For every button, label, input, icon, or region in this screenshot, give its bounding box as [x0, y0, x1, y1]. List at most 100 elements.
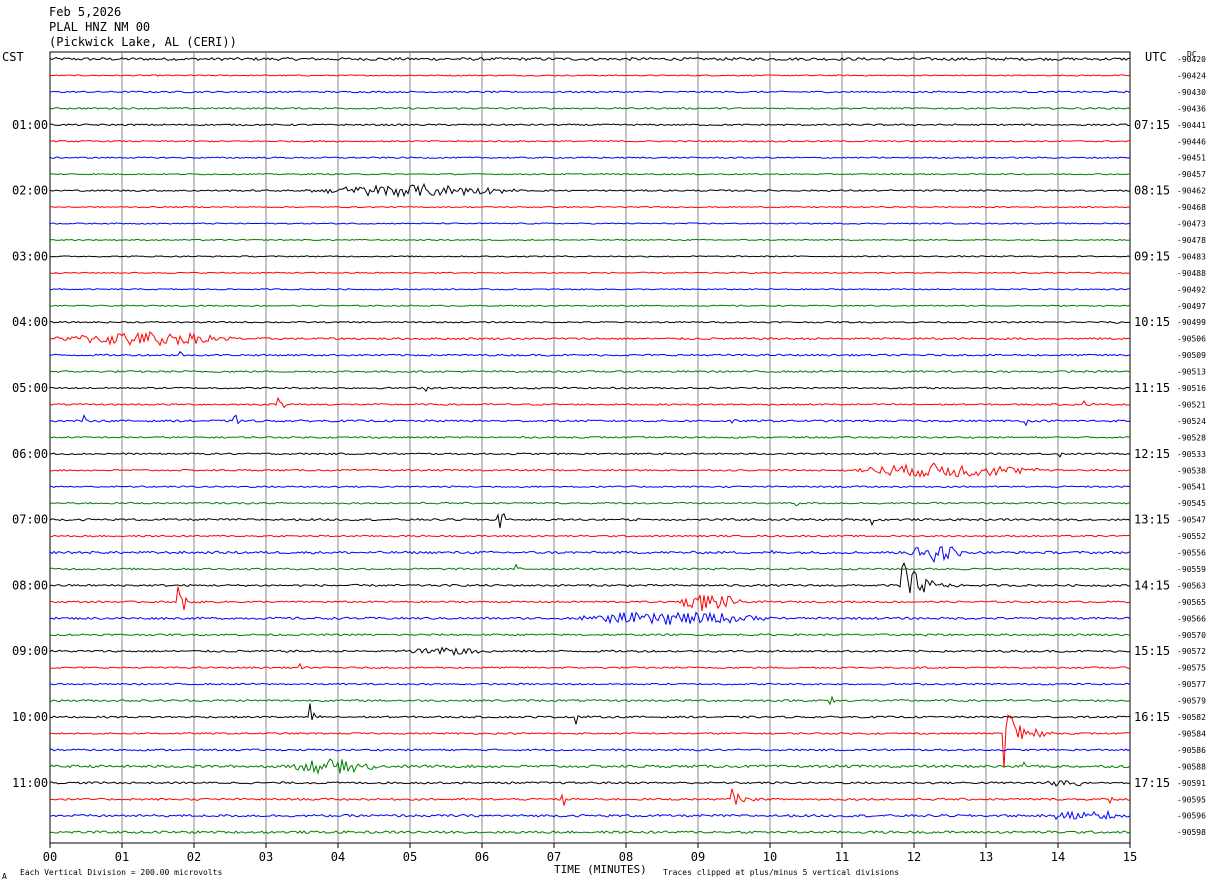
dc-offset-label: -90586 [1177, 746, 1206, 755]
seismic-trace-9 [49, 205, 1131, 209]
seismic-trace-29 [49, 534, 1131, 538]
seismic-trace-38 [49, 682, 1131, 686]
seismic-trace-2 [49, 90, 1131, 94]
dc-offset-label: -90457 [1177, 170, 1206, 179]
right-hour-label: 09:15 [1134, 249, 1170, 263]
dc-offset-label: -90441 [1177, 121, 1206, 130]
left-hour-labels: 01:00 02:00 03:00 04:00 05:00 06:00 07:00 08:00… [12, 118, 48, 790]
dc-offset-label: -90513 [1177, 368, 1206, 377]
dc-offset-label: -90492 [1177, 285, 1206, 294]
right-hour-label: 08:15 [1134, 184, 1170, 198]
dc-offset-label: -90473 [1177, 220, 1206, 229]
dc-offset-label: -90483 [1177, 252, 1206, 261]
seismic-trace-37 [49, 662, 1131, 670]
dc-offset-label: -90547 [1177, 516, 1206, 525]
dc-offset-label: -90559 [1177, 565, 1206, 574]
dc-offset-label: -90572 [1177, 647, 1206, 656]
scale-note: Each Vertical Division = 200.00 microvol… [20, 868, 222, 877]
seismic-trace-41 [49, 714, 1131, 769]
right-hour-label: 14:15 [1134, 578, 1170, 592]
dc-offset-label: -90595 [1177, 795, 1206, 804]
x-tick-labels: 00 01 02 03 04 05 06 07 08 09 10 11 12 13 14 15 [43, 843, 1137, 864]
seismic-trace-3 [49, 107, 1131, 110]
right-hour-label: 15:15 [1134, 644, 1170, 658]
x-tick-label: 03 [259, 850, 273, 864]
x-tick-label: 15 [1123, 850, 1137, 864]
seismic-trace-15 [49, 304, 1131, 307]
seismic-trace-8 [49, 182, 1131, 199]
clip-note: Traces clipped at plus/minus 5 vertical … [663, 868, 899, 877]
seismic-trace-34 [49, 611, 1131, 625]
seismic-trace-10 [49, 222, 1131, 225]
dc-offset-label: -90506 [1177, 335, 1206, 344]
seismic-trace-30 [49, 546, 1131, 564]
seismic-trace-39 [49, 695, 1131, 706]
x-tick-label: 01 [115, 850, 129, 864]
dc-offset-label: -90436 [1177, 104, 1206, 113]
seismic-trace-25 [49, 462, 1131, 478]
left-hour-label: 10:00 [12, 710, 48, 724]
seismic-trace-26 [49, 485, 1131, 489]
dc-offset-label: -90596 [1177, 812, 1206, 821]
header-station: PLAL HNZ NM 00 [49, 20, 150, 34]
dc-offset-label: -90533 [1177, 450, 1206, 459]
dc-offset-label: -90424 [1177, 71, 1206, 80]
right-axis-label: UTC [1145, 50, 1167, 64]
seismic-trace-18 [50, 350, 1131, 357]
right-hour-label: 07:15 [1134, 118, 1170, 132]
dc-offset-label: -90541 [1177, 483, 1206, 492]
x-tick-label: 09 [691, 850, 705, 864]
left-hour-label: 02:00 [12, 184, 48, 198]
right-hour-label: 10:15 [1134, 315, 1170, 329]
left-hour-label: 01:00 [12, 118, 48, 132]
trace-group [49, 56, 1131, 834]
seismic-trace-47 [49, 830, 1131, 834]
dc-offset-label: -90516 [1177, 384, 1206, 393]
seismic-trace-43 [49, 758, 1131, 776]
dc-offset-label: -90579 [1177, 697, 1206, 706]
left-hour-label: 08:00 [12, 578, 48, 592]
seismic-trace-11 [49, 238, 1131, 242]
dc-offset-label: -90497 [1177, 302, 1206, 311]
right-hour-label: 12:15 [1134, 447, 1170, 461]
dc-offset-label: -90468 [1177, 203, 1206, 212]
seismic-trace-45 [49, 788, 1130, 806]
seismic-trace-28 [49, 513, 1131, 529]
x-tick-label: 08 [619, 850, 633, 864]
seismic-trace-44 [49, 779, 1131, 787]
dc-offset-labels: -90420 -90424 -90430 -90436 -90441 -90446 -904… [1177, 55, 1206, 837]
x-tick-label: 05 [403, 850, 417, 864]
seismic-trace-24 [49, 452, 1131, 458]
seismic-trace-21 [49, 396, 1131, 409]
grid-lines [121, 52, 1059, 843]
left-hour-label: 03:00 [12, 249, 48, 263]
seismic-trace-0 [49, 56, 1131, 62]
dc-offset-label: -90528 [1177, 433, 1206, 442]
dc-label: DC [1187, 50, 1197, 59]
dc-offset-label: -90524 [1177, 417, 1206, 426]
x-tick-label: 10 [763, 850, 777, 864]
dc-offset-label: -90462 [1177, 187, 1206, 196]
plot-frame [49, 51, 1131, 844]
seismic-trace-13 [49, 271, 1131, 274]
left-hour-label: 07:00 [12, 513, 48, 527]
seismic-trace-23 [49, 435, 1131, 439]
seismic-trace-14 [50, 288, 1130, 291]
left-hour-label: 05:00 [12, 381, 48, 395]
dc-offset-label: -90591 [1177, 779, 1206, 788]
seismic-trace-16 [49, 320, 1130, 324]
left-hour-label: 04:00 [12, 315, 48, 329]
seismic-trace-6 [49, 156, 1131, 159]
seismic-trace-22 [49, 414, 1131, 427]
x-tick-label: 04 [331, 850, 345, 864]
seismic-trace-40 [49, 703, 1131, 725]
left-axis-label: CST [2, 50, 24, 64]
dc-offset-label: -90509 [1177, 351, 1206, 360]
x-tick-label: 14 [1051, 850, 1065, 864]
dc-offset-label: -90446 [1177, 137, 1206, 146]
dc-offset-label: -90566 [1177, 614, 1206, 623]
seismic-trace-33 [49, 586, 1131, 611]
left-hour-label: 06:00 [12, 447, 48, 461]
dc-offset-label: -90552 [1177, 532, 1206, 541]
x-tick-label: 00 [43, 850, 57, 864]
